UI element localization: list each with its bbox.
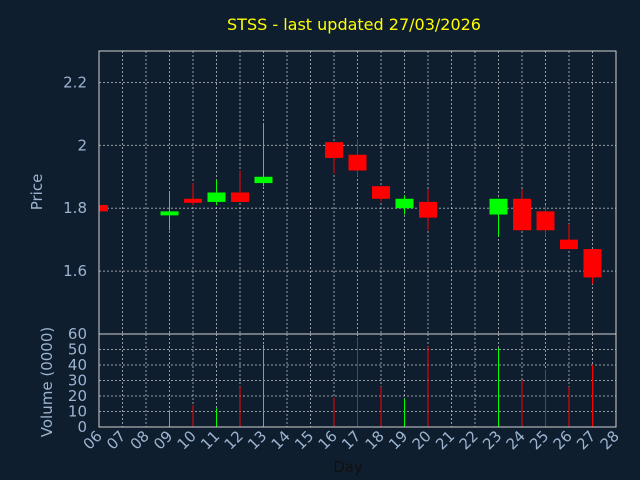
x-tick-label: 07 [103, 427, 129, 453]
x-axis-label: Day [333, 458, 363, 476]
volume-tick-label: 30 [68, 372, 87, 390]
x-tick-label: 13 [244, 427, 270, 453]
x-tick-label: 08 [127, 427, 153, 453]
x-tick-label: 23 [479, 427, 505, 453]
x-tick-label: 12 [221, 427, 247, 453]
x-tick-label: 18 [362, 427, 388, 453]
x-tick-label: 26 [550, 427, 576, 453]
candle-body [513, 198, 531, 231]
candle-body [536, 211, 555, 231]
volume-tick-label: 40 [68, 356, 87, 374]
candle-body [372, 186, 390, 199]
price-tick-label: 1.6 [63, 262, 87, 280]
candle-body [348, 154, 367, 171]
volume-plot-frame [98, 333, 617, 428]
x-tick-label: 14 [268, 427, 294, 453]
candle-body [325, 142, 343, 158]
x-tick-label: 16 [315, 427, 341, 453]
candle-body [207, 192, 226, 202]
candle-body [419, 201, 437, 218]
x-tick-label: 15 [291, 427, 317, 453]
plot-frames [98, 50, 617, 428]
price-axis-label: Price [28, 174, 46, 211]
candle-body [160, 211, 179, 216]
candle-body [583, 249, 602, 278]
price-tick-label: 2.2 [63, 73, 87, 91]
volume-tick-label: 20 [68, 387, 87, 405]
volume-tick-label: 60 [68, 325, 87, 343]
candle-body [254, 176, 273, 184]
x-tick-label: 27 [573, 427, 599, 453]
x-tick-label: 17 [338, 427, 364, 453]
price-tick-label: 1.8 [63, 199, 87, 217]
x-tick-label: 09 [150, 427, 176, 453]
x-tick-label: 20 [409, 427, 435, 453]
candle-body [395, 198, 414, 209]
x-tick-label: 21 [432, 427, 458, 453]
candle-body [99, 205, 108, 212]
candle-body [489, 198, 508, 215]
x-tick-label: 24 [503, 427, 529, 453]
chart-title: STSS - last updated 27/03/2026 [227, 15, 481, 34]
x-tick-label: 22 [456, 427, 482, 453]
price-tick-label: 2 [77, 136, 87, 154]
volume-tick-label: 0 [77, 418, 87, 436]
volume-bars [169, 337, 593, 427]
x-tick-label: 10 [174, 427, 200, 453]
candle-body [231, 192, 249, 202]
x-tick-label: 25 [526, 427, 552, 453]
candle-body [560, 239, 578, 250]
x-tick-label: 11 [197, 427, 223, 453]
volume-tick-label: 50 [68, 341, 87, 359]
volume-axis-label: Volume (0000) [38, 327, 56, 437]
x-tick-label: 19 [385, 427, 411, 453]
volume-tick-label: 10 [68, 403, 87, 421]
candle-body [184, 198, 202, 203]
candles [98, 123, 602, 284]
x-tick-label: 28 [597, 427, 623, 453]
